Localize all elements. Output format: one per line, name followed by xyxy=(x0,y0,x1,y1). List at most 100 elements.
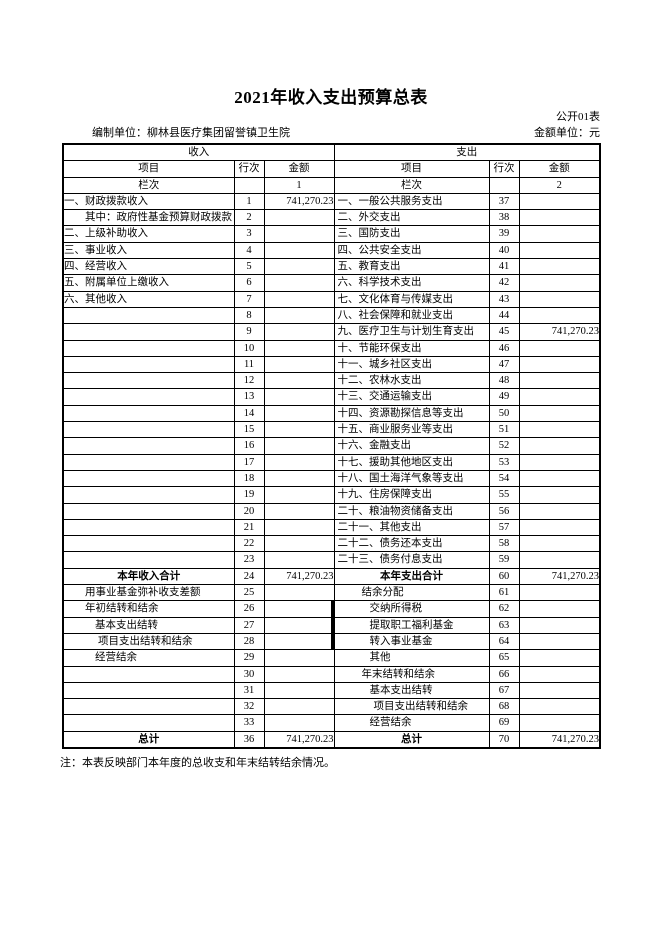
income-amount xyxy=(263,453,335,471)
income-item xyxy=(62,551,235,569)
income-amount xyxy=(263,632,335,651)
income-row-no: 32 xyxy=(233,698,265,716)
expense-column-index-label: 栏次 xyxy=(333,176,490,194)
income-amount xyxy=(263,388,335,406)
income-amount xyxy=(263,437,335,455)
income-item xyxy=(62,698,235,716)
expense-item: 本年支出合计 xyxy=(333,567,490,586)
expense-item: 基本支出结转 xyxy=(333,681,490,700)
expense-row-no: 70 xyxy=(488,730,520,749)
income-row-no: 11 xyxy=(233,355,265,374)
income-amount: 741,270.23 xyxy=(263,192,335,211)
expense-row-no: 56 xyxy=(488,502,520,520)
expense-amount xyxy=(518,616,601,634)
section-header-row: 收入 支出 xyxy=(62,143,601,162)
income-amount xyxy=(263,551,335,569)
income-row-no: 26 xyxy=(233,600,265,618)
table-row: 8 八、社会保障和就业支出 44 xyxy=(62,306,601,325)
income-amount xyxy=(263,681,335,700)
income-amount xyxy=(263,339,335,357)
expense-item: 五、教育支出 xyxy=(333,258,490,276)
expense-amount xyxy=(518,453,601,471)
income-amount xyxy=(263,469,335,488)
expense-section-header: 支出 xyxy=(333,143,601,162)
income-item xyxy=(62,323,235,341)
income-item: 用事业基金弥补收支差额 xyxy=(62,584,235,602)
expense-column-index-blank xyxy=(488,176,520,194)
table-row: 三、事业收入 4 四、公共安全支出 40 xyxy=(62,241,601,260)
income-row-no: 22 xyxy=(233,535,265,553)
income-row-no: 8 xyxy=(233,306,265,325)
expense-amount xyxy=(518,339,601,357)
income-amount xyxy=(263,518,335,537)
expense-item: 二十一、其他支出 xyxy=(333,518,490,537)
income-row-no: 29 xyxy=(233,649,265,667)
table-row: 11 十一、城乡社区支出 47 xyxy=(62,355,601,374)
income-amount xyxy=(263,323,335,341)
expense-row-no: 43 xyxy=(488,290,520,308)
table-row: 30 年末结转和结余 66 xyxy=(62,665,601,683)
income-item: 年初结转和结余 xyxy=(62,600,235,618)
expense-item: 提取职工福利基金 xyxy=(333,616,490,634)
column-header-row: 项目 行次 金额 项目 行次 金额 xyxy=(62,160,601,178)
expense-row-no: 37 xyxy=(488,192,520,211)
income-item: 项目支出结转和结余 xyxy=(62,632,235,651)
expense-amount xyxy=(518,355,601,374)
income-item: 六、其他收入 xyxy=(62,290,235,308)
expense-item: 十七、援助其他地区支出 xyxy=(333,453,490,471)
income-amount xyxy=(263,404,335,423)
expense-item: 十六、金融支出 xyxy=(333,437,490,455)
table-row: 本年收入合计 24 741,270.23 本年支出合计 60 741,270.23 xyxy=(62,567,601,586)
income-amount xyxy=(263,209,335,227)
table-row: 其中：政府性基金预算财政拨款 2 二、外交支出 38 xyxy=(62,209,601,227)
expense-item: 十四、资源勘探信息等支出 xyxy=(333,404,490,423)
income-item: 二、上级补助收入 xyxy=(62,225,235,243)
income-item: 其中：政府性基金预算财政拨款 xyxy=(62,209,235,227)
income-item xyxy=(62,404,235,423)
expense-row-no: 64 xyxy=(488,632,520,651)
expense-row-no: 57 xyxy=(488,518,520,537)
income-item xyxy=(62,355,235,374)
expense-amount xyxy=(518,600,601,618)
expense-amount xyxy=(518,632,601,651)
income-item xyxy=(62,681,235,700)
expense-row-no: 38 xyxy=(488,209,520,227)
table-row: 经营结余 29 其他 65 xyxy=(62,649,601,667)
income-row-no: 24 xyxy=(233,567,265,586)
expense-row-no: 40 xyxy=(488,241,520,260)
expense-amount xyxy=(518,518,601,537)
income-row-no: 36 xyxy=(233,730,265,749)
expense-row-no: 50 xyxy=(488,404,520,423)
expense-amount xyxy=(518,584,601,602)
income-row-no: 9 xyxy=(233,323,265,341)
table-row: 31 基本支出结转 67 xyxy=(62,681,601,700)
income-row-no: 14 xyxy=(233,404,265,423)
column-index-row: 栏次 1 栏次 2 xyxy=(62,176,601,194)
expense-amount xyxy=(518,388,601,406)
income-item xyxy=(62,437,235,455)
expense-item: 结余分配 xyxy=(333,584,490,602)
income-item xyxy=(62,421,235,439)
table-row: 21 二十一、其他支出 57 xyxy=(62,518,601,537)
expense-amount xyxy=(518,665,601,683)
table-row: 19 十九、住房保障支出 55 xyxy=(62,486,601,504)
income-item xyxy=(62,339,235,357)
expense-row-no: 58 xyxy=(488,535,520,553)
page-title: 2021年收入支出预算总表 xyxy=(234,88,428,107)
expense-item: 交纳所得税 xyxy=(333,600,490,618)
expense-item: 八、社会保障和就业支出 xyxy=(333,306,490,325)
income-item: 总计 xyxy=(62,730,235,749)
expense-row-no: 52 xyxy=(488,437,520,455)
income-row-no: 27 xyxy=(233,616,265,634)
income-row-no: 2 xyxy=(233,209,265,227)
expense-amount xyxy=(518,535,601,553)
table-row: 基本支出结转 27 提取职工福利基金 63 xyxy=(62,616,601,634)
income-row-no: 6 xyxy=(233,274,265,292)
expense-item: 经营结余 xyxy=(333,714,490,732)
expense-item: 十九、住房保障支出 xyxy=(333,486,490,504)
table-row: 一、财政拨款收入 1 741,270.23 一、一般公共服务支出 37 xyxy=(62,192,601,211)
expense-item: 二十、粮油物资储备支出 xyxy=(333,502,490,520)
income-column-index: 1 xyxy=(263,176,335,194)
budget-table-body: 一、财政拨款收入 1 741,270.23 一、一般公共服务支出 37 其中：政府性基金预… xyxy=(62,192,601,749)
income-row-no: 17 xyxy=(233,453,265,471)
